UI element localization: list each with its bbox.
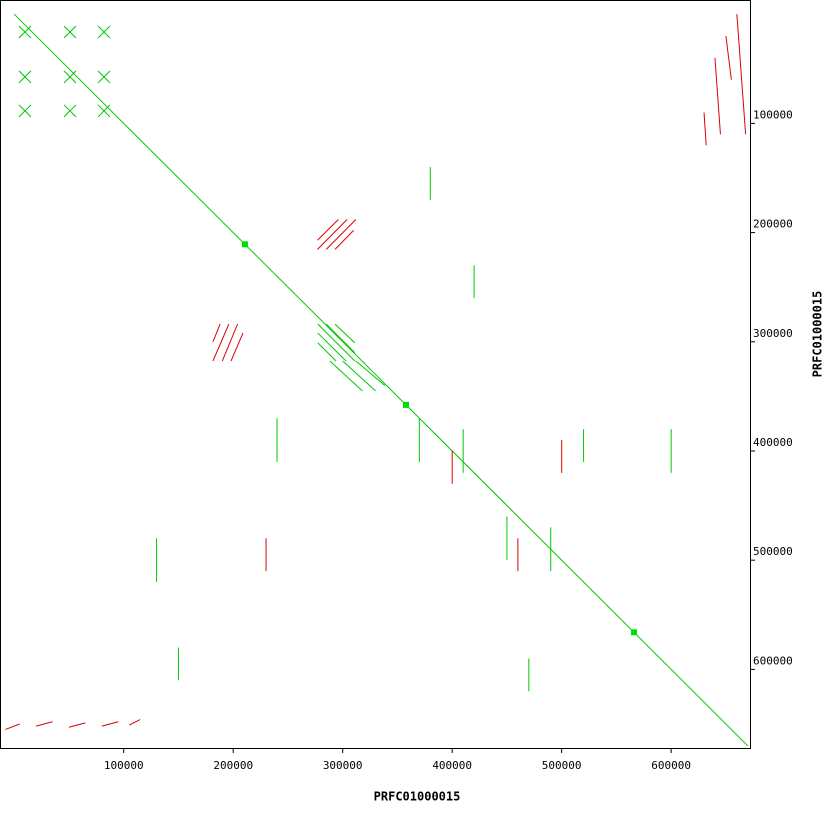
alignment-segment bbox=[36, 721, 53, 727]
alignment-segment bbox=[334, 230, 355, 250]
alignment-segment bbox=[212, 323, 221, 342]
y-axis-title: PRFC01000015 bbox=[811, 291, 825, 378]
x-tick-label: 600000 bbox=[651, 759, 691, 772]
alignment-segment bbox=[355, 360, 386, 386]
x-tick-label: 100000 bbox=[104, 759, 144, 772]
alignment-segment bbox=[63, 104, 77, 118]
x-tick-label: 400000 bbox=[432, 759, 472, 772]
alignment-segment bbox=[329, 360, 363, 392]
alignment-segment bbox=[5, 723, 20, 730]
match-marker bbox=[630, 629, 637, 636]
alignment-segment bbox=[18, 70, 32, 84]
x-axis-title: PRFC01000015 bbox=[374, 790, 461, 804]
y-tick-label: 300000 bbox=[753, 327, 793, 340]
x-tick-label: 200000 bbox=[213, 759, 253, 772]
alignment-segment bbox=[128, 719, 141, 726]
alignment-segment bbox=[342, 360, 376, 392]
alignment-segment bbox=[230, 332, 244, 362]
alignment-segment bbox=[18, 25, 32, 39]
y-tick-label: 500000 bbox=[753, 545, 793, 558]
alignment-segment bbox=[714, 57, 721, 135]
alignment-segment bbox=[13, 13, 749, 747]
match-marker bbox=[241, 241, 248, 248]
alignment-segment bbox=[68, 722, 86, 728]
alignment-segment bbox=[317, 332, 347, 362]
alignment-segment bbox=[18, 104, 32, 118]
alignment-segment bbox=[736, 14, 747, 135]
y-tick-label: 600000 bbox=[753, 654, 793, 667]
alignment-segment bbox=[325, 219, 357, 250]
x-tick-label: 300000 bbox=[323, 759, 363, 772]
alignment-segment bbox=[97, 25, 111, 39]
y-tick-label: 400000 bbox=[753, 436, 793, 449]
alignment-segment bbox=[317, 323, 356, 362]
alignment-segment bbox=[317, 219, 339, 241]
alignment-segment bbox=[725, 35, 732, 80]
alignment-segment bbox=[334, 323, 356, 344]
alignment-segment bbox=[325, 323, 356, 354]
alignment-segment bbox=[63, 25, 77, 39]
y-tick-label: 100000 bbox=[753, 108, 793, 121]
alignment-segment bbox=[97, 104, 111, 118]
alignment-segment bbox=[101, 721, 119, 727]
alignment-segment bbox=[221, 323, 239, 362]
plot-frame bbox=[0, 0, 751, 749]
x-tick-label: 500000 bbox=[542, 759, 582, 772]
alignment-segment bbox=[317, 219, 348, 250]
alignment-segment bbox=[97, 70, 111, 84]
match-marker bbox=[402, 401, 409, 408]
y-tick-label: 200000 bbox=[753, 218, 793, 231]
alignment-segment bbox=[63, 70, 77, 84]
alignment-segment bbox=[703, 112, 707, 146]
alignment-segment bbox=[317, 342, 337, 362]
alignment-segment bbox=[212, 323, 230, 362]
